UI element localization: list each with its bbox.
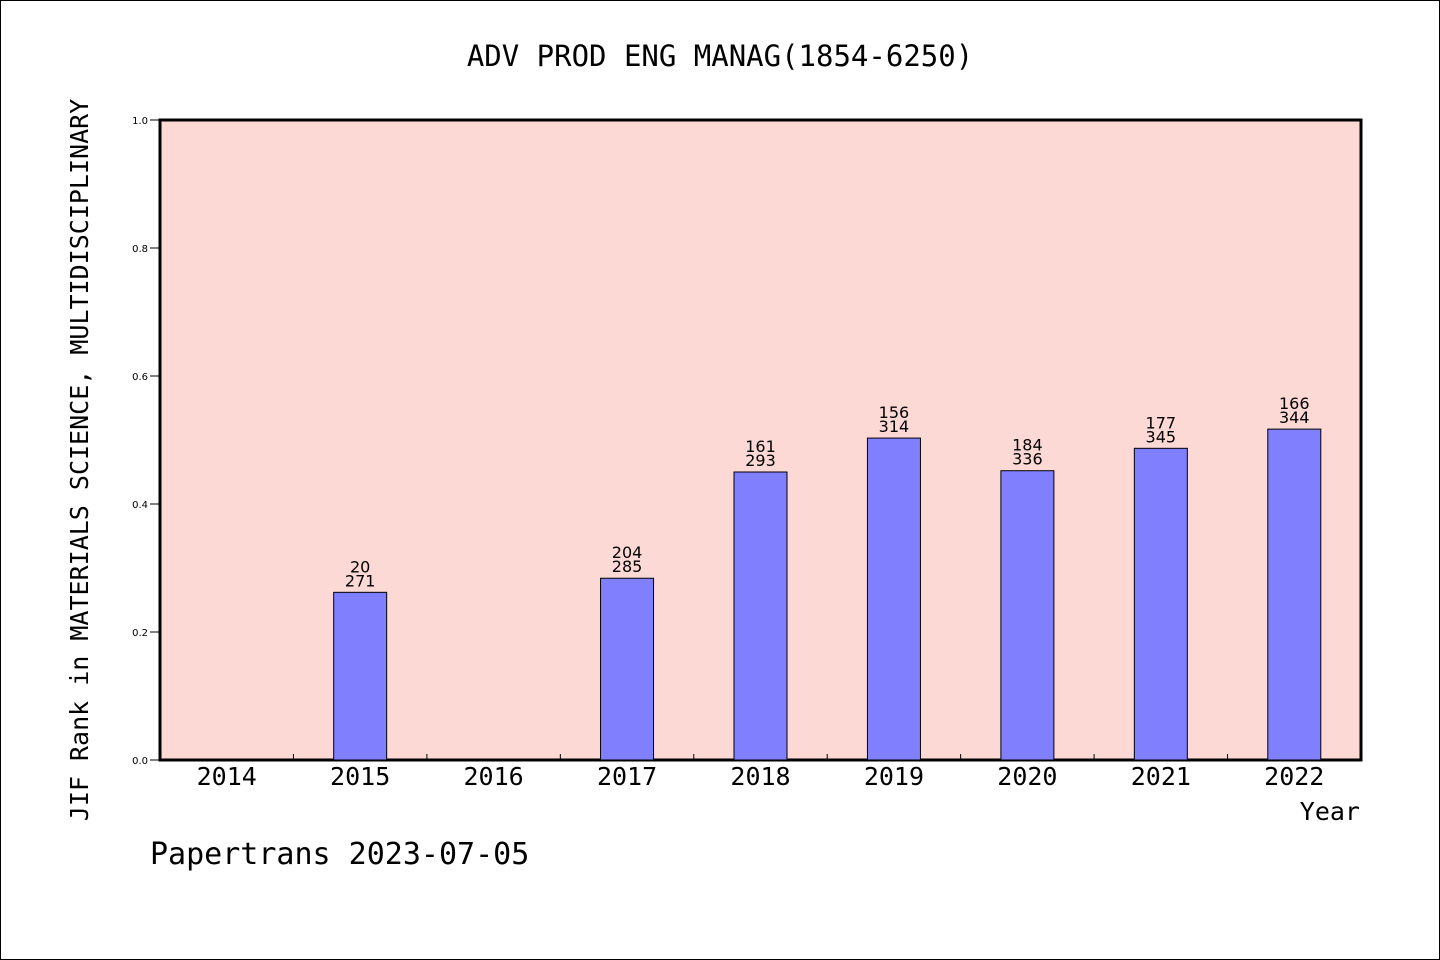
bar-rank-label: 156: [879, 403, 910, 422]
bar-rank-label: 166: [1279, 394, 1310, 413]
bar-rank-label: 177: [1146, 413, 1177, 432]
bar-2019: [866, 437, 921, 761]
y-tick-label: 0.6: [132, 372, 148, 383]
x-tick-label: 2017: [597, 762, 657, 791]
y-tick-label: 1.0: [132, 116, 148, 127]
y-tick-label: 0.8: [132, 244, 148, 255]
bar-2015: [333, 591, 388, 761]
bar-total-label: 293: [745, 451, 776, 470]
bar-rank-label: 184: [1012, 436, 1043, 455]
x-axis-label: Year: [1300, 797, 1360, 826]
bar-2020: [1000, 470, 1055, 761]
bar-2021: [1133, 447, 1188, 761]
x-tick-label: 2020: [997, 762, 1057, 791]
bar-total-label: 344: [1279, 408, 1310, 427]
bar-2017: [600, 577, 655, 761]
x-tick-label: 2015: [330, 762, 390, 791]
y-tick-label: 0.0: [132, 756, 148, 767]
x-tick-label: 2018: [730, 762, 790, 791]
bar-total-label: 345: [1146, 427, 1177, 446]
x-axis: 2014 2015 2016 2017 2018 2019 2020 2021 2022: [197, 754, 1324, 791]
chart-title: ADV PROD ENG MANAG(1854-6250): [467, 39, 973, 73]
y-axis-label: JIF Rank in MATERIALS SCIENCE, MULTIDISC…: [65, 99, 94, 821]
x-tick-label: 2019: [864, 762, 924, 791]
x-tick-label: 2016: [464, 762, 524, 791]
bar-rank-label: 204: [612, 543, 643, 562]
bar-2022: [1267, 428, 1322, 761]
bar-total-label: 271: [345, 571, 376, 590]
y-axis: 0.0 0.2 0.4 0.6 0.8 1.0: [132, 116, 160, 767]
y-tick-label: 0.4: [132, 500, 148, 511]
bar-2018: [733, 471, 788, 761]
bar-total-label: 314: [879, 417, 910, 436]
y-tick-label: 0.2: [132, 628, 148, 639]
bar-total-label: 285: [612, 557, 643, 576]
bar-rank-label: 161: [745, 437, 776, 456]
bar-total-label: 336: [1012, 450, 1043, 469]
bars-group: [333, 428, 1322, 761]
bar-rank-label: 20: [350, 557, 370, 576]
x-tick-label: 2014: [197, 762, 257, 791]
x-tick-label: 2021: [1131, 762, 1191, 791]
footer-stamp: Papertrans 2023-07-05: [150, 837, 529, 872]
x-tick-label: 2022: [1264, 762, 1324, 791]
